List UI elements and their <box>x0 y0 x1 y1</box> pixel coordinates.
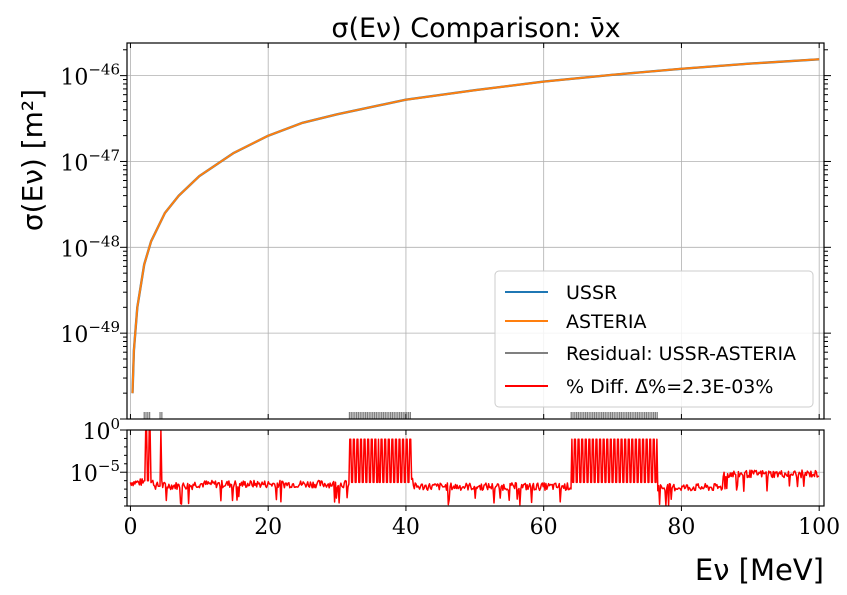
bottom-panel-frame <box>126 429 825 507</box>
x-tick-label: 20 <box>254 515 282 540</box>
x-tick-label: 40 <box>392 515 420 540</box>
percent-diff-series <box>129 430 820 506</box>
x-tick-label: 0 <box>123 515 137 540</box>
legend-label-ussr: USSR <box>566 282 617 304</box>
top-y-tick-label: 10−47 <box>60 146 120 176</box>
bottom-y-tick-label: 100 <box>82 415 120 445</box>
bottom-y-tick-label: 10−5 <box>70 457 120 487</box>
top-ticks: 10−46 10−47 10−48 10−49 <box>60 43 831 420</box>
cross-section-series <box>131 58 820 394</box>
bottom-panel: 0 20 40 60 80 100 100 10−5 <box>70 415 840 540</box>
top-panel: 10−46 10−47 10−48 10−49 <box>60 42 831 420</box>
bottom-ticks: 0 20 40 60 80 100 100 10−5 <box>70 415 840 540</box>
x-tick-label: 80 <box>667 515 695 540</box>
legend: USSR ASTERIA Residual: USSR-ASTERIA % Di… <box>494 270 814 408</box>
legend-label-residual: Residual: USSR-ASTERIA <box>566 343 796 365</box>
legend-label-asteria: ASTERIA <box>566 311 646 333</box>
top-y-tick-label: 10−46 <box>60 61 120 91</box>
legend-label-percent-diff: % Diff. Δ̄%=2.3E-03% <box>566 376 773 398</box>
x-tick-label: 100 <box>798 515 840 540</box>
residual-series <box>143 412 658 419</box>
series-line-asteria <box>131 58 820 394</box>
percent-diff-line <box>129 430 820 506</box>
y-axis-label: σ(Eν) [m²] <box>16 89 49 231</box>
chart-title: σ(Eν) Comparison: ν̄x <box>331 13 620 44</box>
x-tick-label: 60 <box>530 515 558 540</box>
top-y-tick-label: 10−48 <box>60 232 120 262</box>
top-y-tick-label: 10−49 <box>60 318 120 348</box>
top-panel-frame <box>126 42 825 420</box>
legend-box <box>494 270 814 408</box>
x-axis-label: Eν [MeV] <box>695 553 824 587</box>
